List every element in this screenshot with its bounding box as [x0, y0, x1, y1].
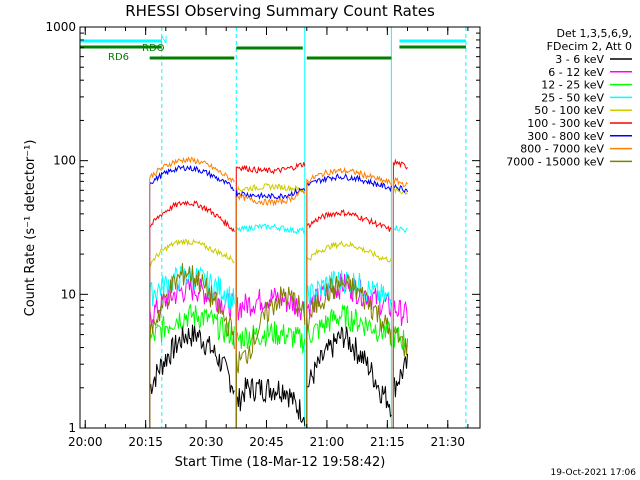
x-tick-label-5: 21:15 [370, 435, 405, 449]
series-line-0-seg4 [392, 353, 408, 428]
series-12-25kev [149, 304, 408, 428]
series-line-4-seg2 [235, 183, 306, 428]
series-line-7-seg3 [306, 166, 392, 428]
series-line-5-seg4 [392, 158, 408, 428]
series-3-6kev [149, 324, 408, 428]
series-line-1-seg3 [306, 273, 392, 428]
series-line-6-seg1 [149, 164, 235, 428]
series-line-1-seg4 [392, 299, 408, 428]
series-line-5-seg1 [149, 200, 235, 428]
y-axis-label: Count Rate (s⁻¹ detector⁻¹) [23, 140, 38, 317]
series-line-7-seg4 [392, 176, 408, 428]
legend-header-1: FDecim 2, Att 0 [547, 40, 632, 53]
axes: 1 10 100 1000 20:00 20:15 20:30 20:45 21:00 21:15… [45, 20, 481, 449]
legend-header-0: Det 1,3,5,6,9, [556, 27, 632, 40]
series-line-7-seg1 [149, 156, 235, 428]
x-tick-label-4: 21:00 [310, 435, 345, 449]
x-axis-label: Start Time (18-Mar-12 19:58:42) [175, 455, 386, 470]
series-line-4-seg3 [306, 240, 392, 428]
series-line-0-seg3 [306, 326, 392, 428]
series-line-3-seg3 [306, 270, 392, 428]
y-tick-label-0: 1 [68, 421, 76, 435]
series-6-12kev [149, 273, 408, 428]
series-line-5-seg3 [306, 208, 392, 428]
series-line-3-seg2 [235, 223, 306, 428]
series-line-1-seg2 [235, 288, 306, 428]
x-tick-label-1: 20:15 [128, 435, 163, 449]
series-line-3-seg1 [149, 265, 235, 428]
series-25-50kev [149, 223, 408, 428]
series-line-4-seg4 [392, 186, 408, 428]
series-line-7-seg2 [235, 190, 306, 428]
footer-date: 19-Oct-2021 17:06 [551, 468, 637, 478]
series-line-6-seg2 [235, 187, 306, 428]
status-bar-label-0: N [160, 35, 167, 46]
series-line-6-seg4 [392, 183, 408, 428]
series-300-800kev [149, 164, 408, 428]
x-tick-label-6: 21:30 [430, 435, 465, 449]
status-bar-label-1: RDO [142, 43, 165, 54]
legend-label-7: 800 - 7000 keV [520, 143, 604, 156]
y-tick-label-3: 1000 [45, 20, 76, 34]
y-tick-label-2: 100 [53, 154, 76, 168]
x-tick-label-2: 20:30 [189, 435, 224, 449]
legend-label-2: 12 - 25 keV [541, 79, 604, 92]
legend: Det 1,3,5,6,9,FDecim 2, Att 03 - 6 keV6 … [506, 27, 632, 168]
series-line-8-seg3 [306, 273, 392, 428]
legend-label-1: 6 - 12 keV [548, 66, 604, 79]
legend-label-4: 50 - 100 keV [534, 104, 604, 117]
series-line-0-seg1 [149, 324, 235, 428]
series-100-300kev [149, 158, 408, 428]
series-line-8-seg4 [392, 325, 408, 428]
series-line-2-seg3 [306, 304, 392, 428]
x-tick-label-3: 20:45 [249, 435, 284, 449]
series-line-2-seg2 [235, 321, 306, 428]
status-bar-label-2: RD6 [108, 52, 129, 63]
chart-title: RHESSI Observing Summary Count Rates [125, 2, 435, 20]
series-line-8-seg2 [235, 286, 306, 428]
legend-label-6: 300 - 800 keV [527, 130, 604, 143]
series-line-5-seg2 [235, 162, 306, 428]
series-line-3-seg4 [392, 225, 408, 428]
plot-frame [79, 26, 481, 429]
series-line-8-seg1 [149, 263, 235, 428]
legend-label-3: 25 - 50 keV [541, 91, 604, 104]
series-line-0-seg2 [235, 377, 306, 428]
y-tick-label-1: 10 [61, 287, 76, 301]
series-line-1-seg1 [149, 278, 235, 428]
legend-label-5: 100 - 300 keV [527, 117, 604, 130]
legend-label-0: 3 - 6 keV [555, 53, 604, 66]
series-50-100kev [149, 183, 408, 428]
series-7000-15000kev [149, 263, 408, 428]
series-800-7000kev [149, 156, 408, 428]
series-line-6-seg3 [306, 173, 392, 428]
x-tick-label-0: 20:00 [68, 435, 103, 449]
series-line-4-seg1 [149, 238, 235, 428]
series-line-2-seg1 [149, 304, 235, 428]
legend-label-8: 7000 - 15000 keV [506, 155, 604, 168]
